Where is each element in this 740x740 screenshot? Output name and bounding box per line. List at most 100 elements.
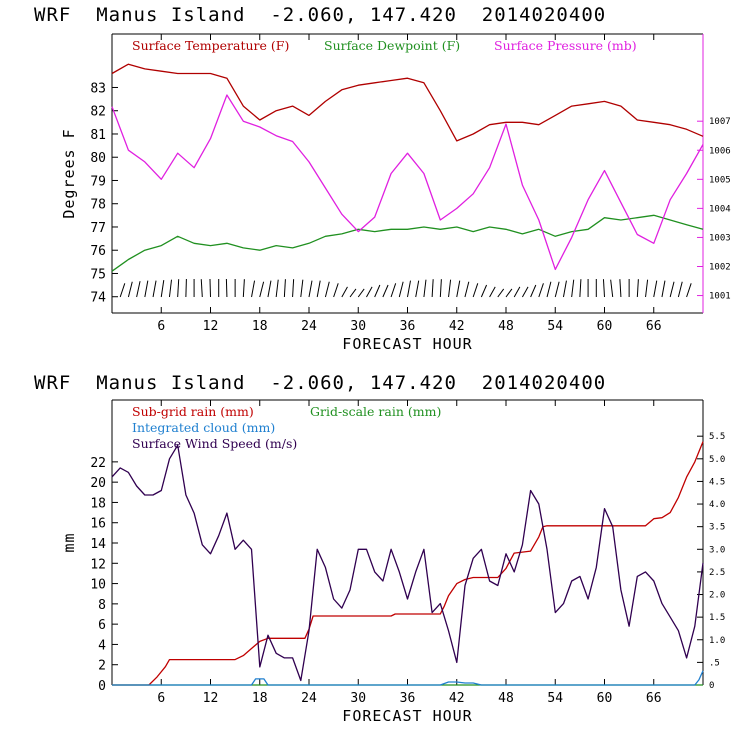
- y-tick-label: 80: [90, 151, 106, 166]
- wind-barb: [439, 279, 442, 298]
- series-line-sub-grid-rain-mm: [112, 441, 704, 686]
- y2-tick-label: 4.0: [709, 500, 725, 510]
- wind-barb: [357, 288, 365, 298]
- wind-barb: [448, 279, 452, 298]
- y2-tick-label: 3.5: [709, 523, 725, 533]
- wind-barb: [546, 281, 552, 298]
- wind-barb: [538, 283, 544, 298]
- wind-barb: [521, 286, 529, 298]
- y-tick-label: 18: [90, 496, 106, 511]
- wind-barb: [168, 279, 173, 298]
- legend-entry-surface-dewpoint-f: Surface Dewpoint (F): [324, 38, 460, 53]
- wind-barb: [382, 284, 389, 298]
- wind-barb: [308, 280, 313, 298]
- wind-barb: [571, 279, 575, 298]
- bottom-chart-title: WRF Manus Island -2.060, 147.420 2014020…: [34, 372, 607, 394]
- wind-barb: [472, 283, 479, 298]
- wind-barb: [152, 280, 157, 298]
- y-axis-label: mm: [60, 532, 78, 552]
- y-tick-label: 77: [90, 221, 106, 236]
- wind-barb: [464, 281, 470, 298]
- wind-barb: [160, 280, 165, 298]
- wind-barb: [127, 281, 133, 298]
- x-tick-label: 60: [597, 319, 613, 334]
- series-line-surface-temperature-f: [111, 63, 704, 142]
- wind-barb: [251, 280, 256, 298]
- x-tick-label: 66: [646, 319, 662, 334]
- wind-barb: [645, 279, 649, 298]
- x-tick-label: 24: [301, 319, 317, 334]
- y-tick-label: 81: [90, 128, 106, 143]
- x-tick-label: 24: [301, 691, 317, 706]
- wind-barb: [177, 279, 180, 298]
- y-tick-label: 10: [90, 578, 106, 593]
- x-axis-label: FORECAST HOUR: [342, 707, 472, 725]
- y2-tick-label: 5.0: [709, 455, 725, 465]
- y2-tick-label: 1.0: [709, 636, 725, 646]
- x-tick-label: 48: [498, 691, 514, 706]
- wind-barb: [497, 288, 505, 298]
- y2-tick-label: 1001: [709, 292, 731, 302]
- wind-barb: [366, 286, 373, 298]
- wind-barb: [341, 286, 348, 298]
- wind-barb: [144, 280, 149, 298]
- x-tick-label: 18: [252, 319, 268, 334]
- wind-barb: [480, 284, 488, 298]
- x-tick-label: 54: [547, 691, 563, 706]
- y2-tick-label: 5.5: [709, 432, 725, 442]
- y2-tick-label: 0: [709, 681, 714, 691]
- y2-tick-label: 1006: [709, 146, 731, 156]
- wind-barb: [292, 279, 295, 298]
- wind-barb: [398, 281, 404, 298]
- y-tick-label: 74: [90, 291, 106, 306]
- x-tick-label: 42: [449, 691, 465, 706]
- wind-barb: [300, 279, 304, 298]
- wind-barb: [505, 288, 513, 298]
- wind-barb: [554, 281, 560, 298]
- y-tick-label: 6: [98, 618, 106, 633]
- wind-barb: [677, 281, 683, 298]
- y-tick-label: 79: [90, 174, 106, 189]
- wind-barb: [209, 279, 211, 298]
- y-tick-label: 12: [90, 557, 106, 572]
- wind-barb: [661, 280, 666, 298]
- y-tick-label: 82: [90, 105, 106, 120]
- wind-barb: [119, 283, 126, 298]
- legend-entry-grid-scale-rain-mm: Grid-scale rain (mm): [310, 404, 441, 419]
- x-tick-label: 18: [252, 691, 268, 706]
- wind-barb: [579, 279, 582, 298]
- x-tick-label: 48: [498, 319, 514, 334]
- top-chart-title: WRF Manus Island -2.060, 147.420 2014020…: [34, 4, 607, 26]
- wind-barb: [374, 284, 381, 298]
- legend-entry-surface-pressure-mb: Surface Pressure (mb): [494, 38, 637, 53]
- wind-barb: [431, 279, 434, 298]
- series-line-surface-dewpoint-f: [111, 214, 704, 272]
- y-tick-label: 4: [98, 638, 106, 653]
- y-tick-label: 75: [90, 267, 106, 282]
- y2-tick-label: 3.0: [709, 545, 725, 555]
- y2-tick-label: 1005: [709, 175, 731, 185]
- wind-barb: [136, 281, 141, 298]
- wind-barb: [283, 279, 286, 298]
- top-chart-surface-conditions: 6 12 18 24 30 36 42 48 54 60 66 74 75 76 77 78 79 80 81 82 8…: [60, 33, 731, 353]
- y2-tick-label: 1007: [709, 117, 731, 127]
- x-tick-label: 6: [157, 319, 165, 334]
- y2-tick-label: 1004: [709, 204, 731, 214]
- x-tick-label: 36: [400, 319, 416, 334]
- wind-barb: [686, 283, 692, 298]
- wind-barb: [275, 279, 279, 298]
- wind-barb: [619, 279, 622, 298]
- wind-barb: [200, 279, 203, 298]
- wind-barb: [489, 286, 496, 298]
- wind-barb: [415, 280, 420, 298]
- legend-entry-integrated-cloud-mm: Integrated cloud (mm): [132, 420, 275, 435]
- wind-barb: [259, 281, 265, 298]
- wind-barb: [562, 280, 567, 298]
- wind-barb: [185, 279, 187, 298]
- wind-barb: [530, 284, 537, 298]
- x-tick-label: 60: [597, 691, 613, 706]
- y-tick-label: 8: [98, 598, 106, 613]
- y-tick-label: 14: [90, 537, 106, 552]
- y-tick-label: 22: [90, 456, 106, 471]
- wind-barb: [456, 280, 461, 298]
